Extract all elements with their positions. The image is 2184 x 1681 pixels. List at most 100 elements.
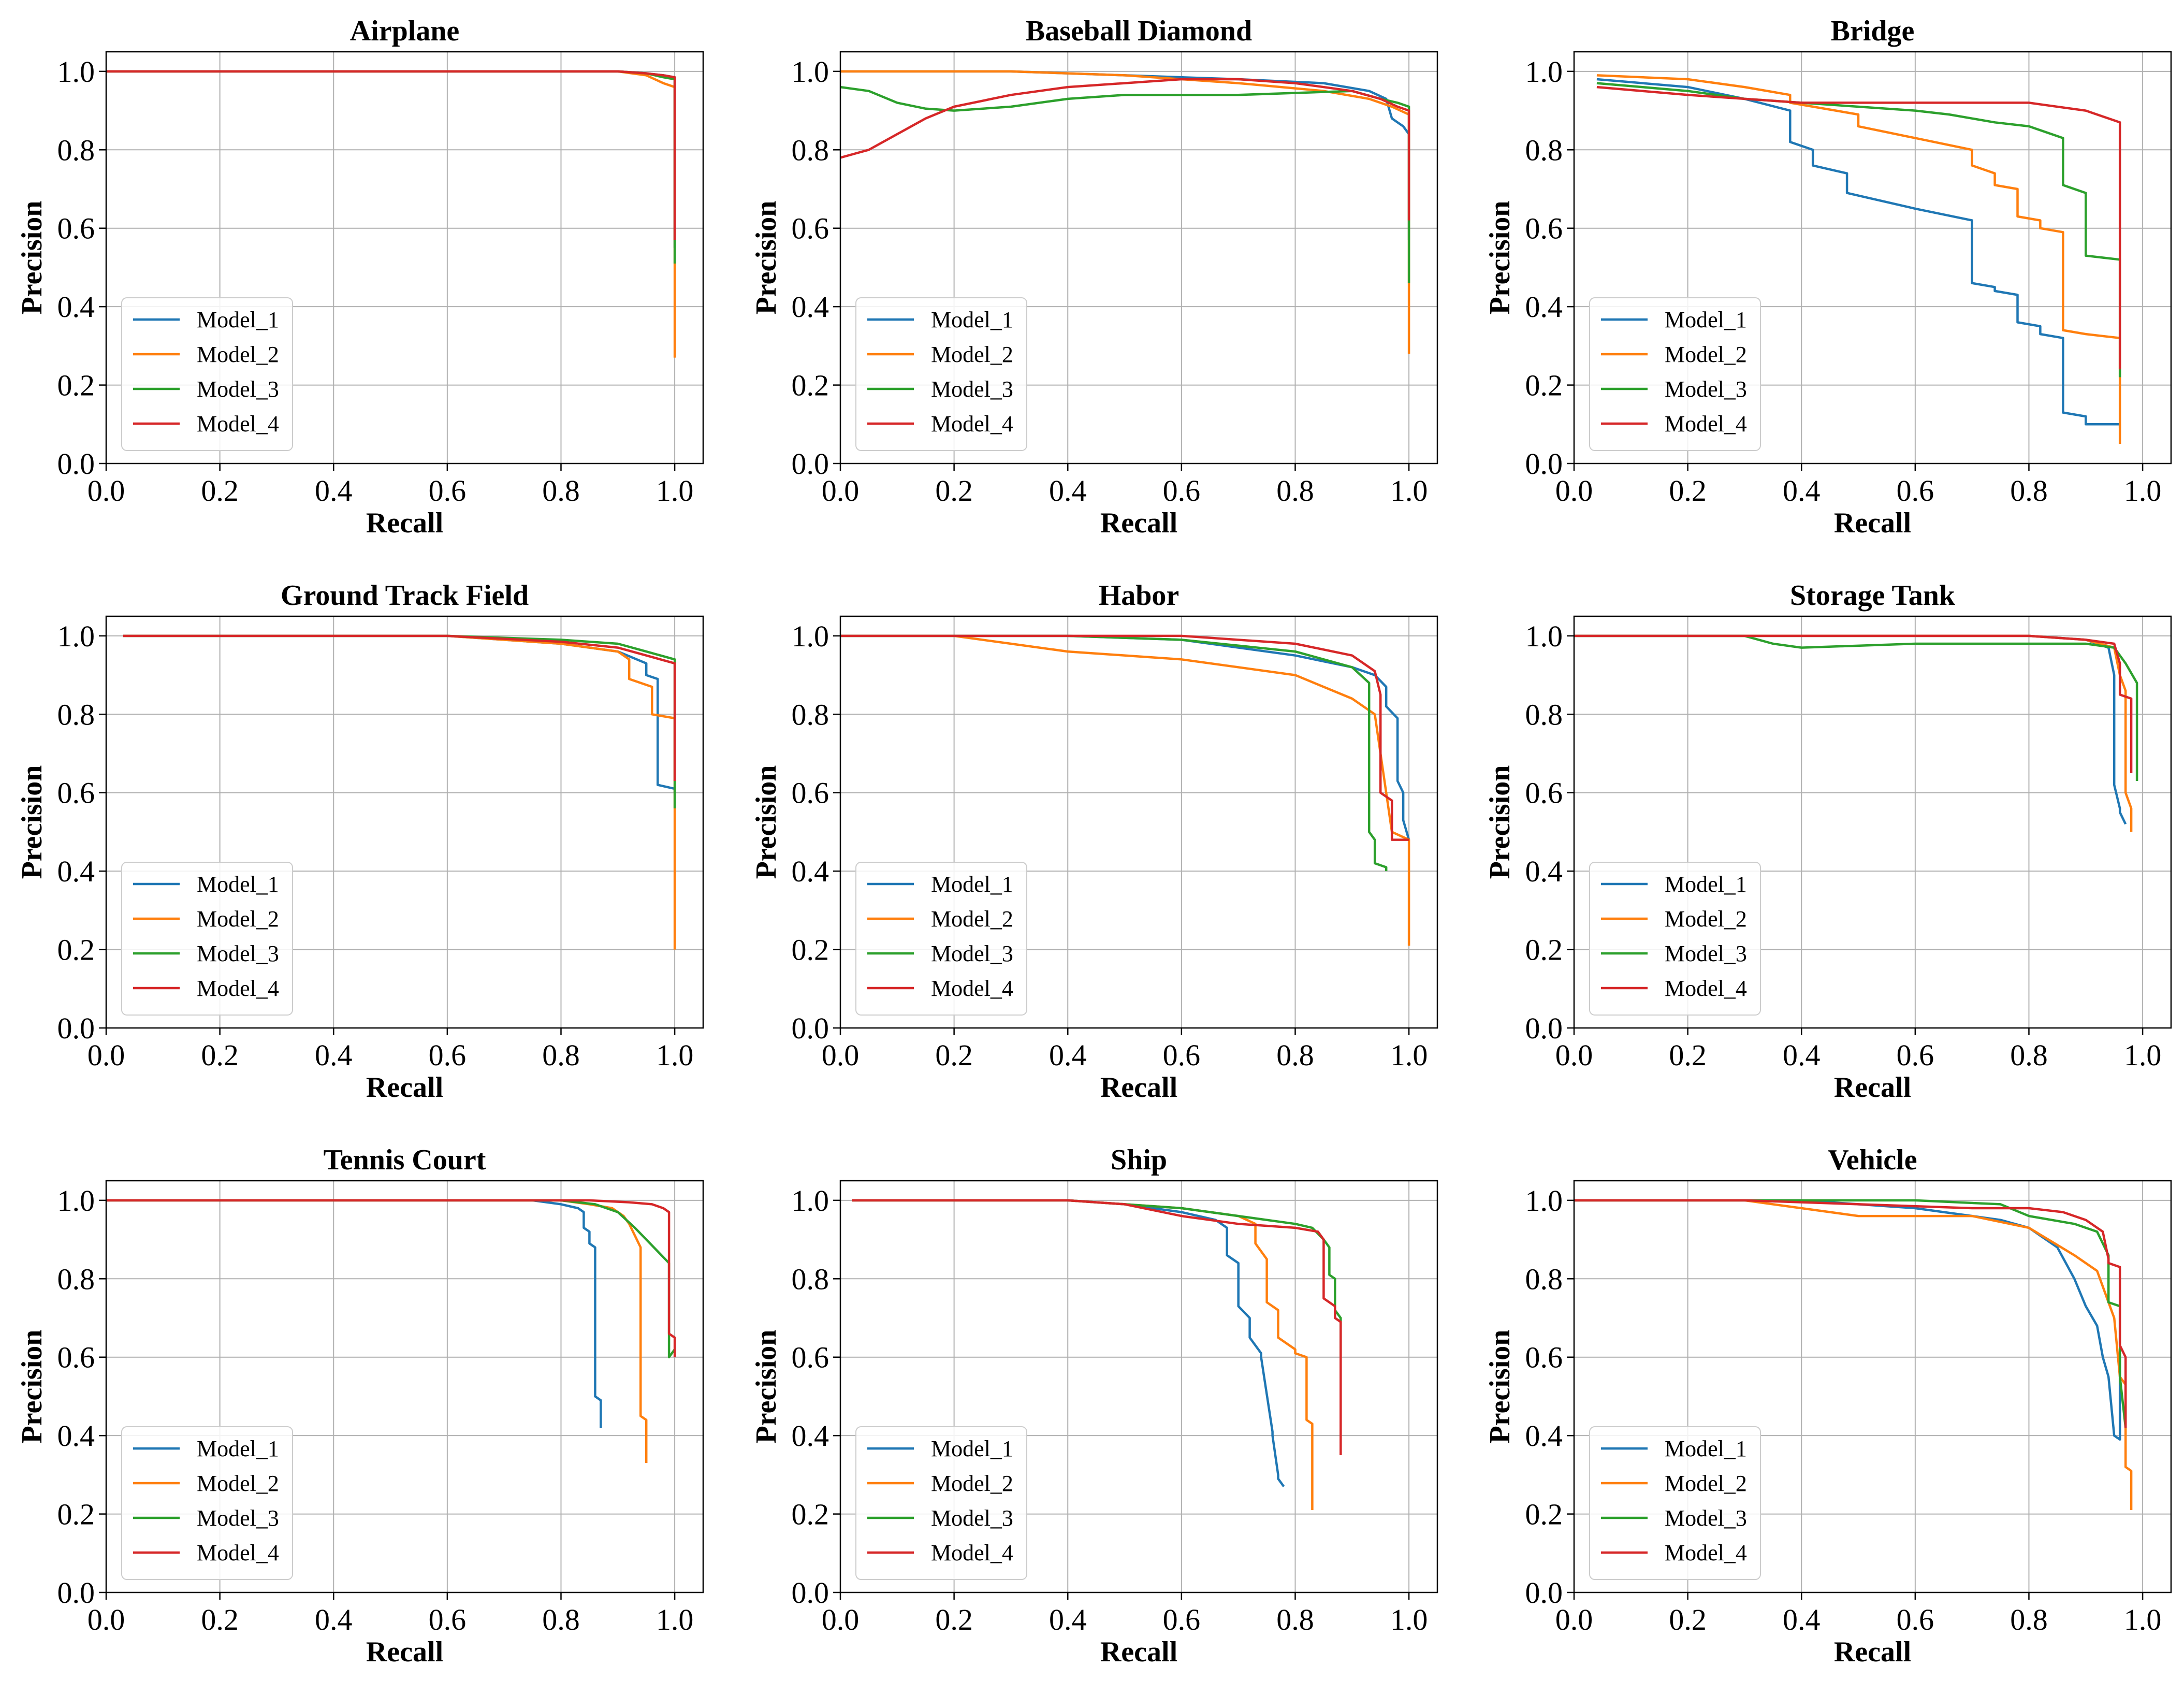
x-tick-label: 1.0 <box>2124 474 2162 508</box>
x-axis-label: Recall <box>1834 1636 1911 1668</box>
x-tick-label: 1.0 <box>1390 474 1428 508</box>
x-tick-label: 0.2 <box>935 1038 973 1072</box>
series-line-model-4 <box>840 634 1409 841</box>
legend-box <box>1589 1426 1761 1580</box>
y-tick-label: 0.8 <box>57 698 95 731</box>
y-tick-label: 0.6 <box>57 776 95 810</box>
legend-label-model-2: Model_2 <box>931 1471 1013 1496</box>
y-tick-label: 0.4 <box>1525 290 1563 324</box>
y-tick-label: 1.0 <box>792 1184 829 1218</box>
series-line-model-3 <box>1574 634 2138 781</box>
series-line-model-4 <box>840 78 1410 221</box>
plot-frame <box>839 615 1438 1029</box>
y-tick-label: 0.2 <box>57 933 95 967</box>
legend-label-model-4: Model_4 <box>931 1540 1013 1566</box>
y-tick-label: 0.0 <box>57 447 95 481</box>
series-line-model-4 <box>106 70 676 240</box>
x-tick-label: 0.6 <box>1897 1038 1934 1072</box>
legend-label-model-4: Model_4 <box>1665 411 1747 437</box>
x-tick-label: 0.8 <box>2010 1603 2048 1636</box>
series-line-model-4 <box>106 1199 676 1357</box>
legend-box <box>1589 862 1761 1016</box>
y-tick-label: 0.6 <box>1525 212 1563 245</box>
series-line-model-1 <box>1596 78 2121 428</box>
x-tick-label: 0.4 <box>315 1038 353 1072</box>
legend-label-model-2: Model_2 <box>931 906 1013 932</box>
legend-box <box>855 297 1027 451</box>
plot-frame <box>1573 1180 2172 1593</box>
x-tick-label: 1.0 <box>656 474 694 508</box>
y-tick-label: 1.0 <box>57 1184 95 1218</box>
legend-label-model-4: Model_4 <box>1665 1540 1747 1566</box>
legend: Model_1 Model_2 Model_3 Model_4 <box>121 297 293 451</box>
x-tick-label: 0.0 <box>88 1038 125 1072</box>
legend-label-model-2: Model_2 <box>1665 906 1747 932</box>
plot-frame <box>839 51 1438 465</box>
y-tick-label: 0.6 <box>792 776 829 810</box>
legend-label-model-2: Model_2 <box>1665 1471 1747 1496</box>
legend-label-model-4: Model_4 <box>197 976 279 1001</box>
chart-airplane: 0.0 0.2 0.4 0.6 0.8 1.0 0.0 0.2 0.4 0.6 0.8 1.0 Airp… <box>16 15 704 539</box>
y-tick-label: 0.4 <box>57 290 95 324</box>
y-tick-label: 0.2 <box>1525 369 1563 402</box>
y-tick-label: 0.2 <box>1525 933 1563 967</box>
legend-label-model-4: Model_4 <box>1665 976 1747 1001</box>
x-tick-label: 1.0 <box>656 1038 694 1072</box>
x-tick-label: 0.4 <box>315 474 353 508</box>
chart-bridge: 0.0 0.2 0.4 0.6 0.8 1.0 0.0 0.2 0.4 0.6 0.8 1.0 Brid… <box>1484 15 2172 539</box>
legend-label-model-4: Model_4 <box>197 411 279 437</box>
legend: Model_1 Model_2 Model_3 Model_4 <box>1589 862 1761 1016</box>
x-tick-label: 0.0 <box>1555 474 1593 508</box>
legend-label-model-2: Model_2 <box>1665 342 1747 367</box>
legend-label-model-3: Model_3 <box>197 1505 279 1531</box>
chart-vehicle: 0.0 0.2 0.4 0.6 0.8 1.0 0.0 0.2 0.4 0.6 0.8 1.0 Vehi… <box>1484 1144 2172 1668</box>
x-tick-label: 0.2 <box>201 474 239 508</box>
x-axis-label: Recall <box>366 1636 443 1668</box>
legend-label-model-2: Model_2 <box>931 342 1013 367</box>
legend: Model_1 Model_2 Model_3 Model_4 <box>121 862 293 1016</box>
series-line-model-4 <box>1596 85 2121 370</box>
legend-label-model-3: Model_3 <box>1665 376 1747 402</box>
x-axis-label: Recall <box>366 507 443 539</box>
x-tick-label: 0.0 <box>1555 1038 1593 1072</box>
x-tick-label: 0.4 <box>315 1603 353 1636</box>
x-tick-label: 0.4 <box>1783 474 1821 508</box>
y-tick-label: 0.4 <box>792 290 829 324</box>
x-tick-label: 0.4 <box>1783 1603 1821 1636</box>
plot-frame <box>105 615 704 1029</box>
y-axis-label: Precision <box>1484 765 1516 879</box>
x-tick-label: 0.2 <box>935 474 973 508</box>
x-tick-label: 0.6 <box>1897 474 1934 508</box>
legend-label-model-2: Model_2 <box>197 1471 279 1496</box>
x-tick-label: 0.2 <box>1669 474 1707 508</box>
x-tick-label: 0.8 <box>2010 1038 2048 1072</box>
legend-box <box>855 1426 1027 1580</box>
x-axis-label: Recall <box>1834 1071 1911 1104</box>
y-tick-label: 0.0 <box>1525 447 1563 481</box>
legend-label-model-3: Model_3 <box>931 376 1013 402</box>
series-line-model-2 <box>1574 634 2133 832</box>
x-tick-label: 0.4 <box>1049 1603 1087 1636</box>
series-line-model-1 <box>840 634 1410 840</box>
series-line-model-4 <box>1574 634 2133 773</box>
y-axis-label: Precision <box>750 765 782 879</box>
plot-frame <box>105 1180 704 1593</box>
y-tick-label: 0.2 <box>57 1498 95 1531</box>
chart-title: Ship <box>1111 1144 1167 1176</box>
series-line-model-3 <box>123 634 676 808</box>
chart-habor: 0.0 0.2 0.4 0.6 0.8 1.0 0.0 0.2 0.4 0.6 0.8 1.0 Habo… <box>750 579 1438 1104</box>
chart-storage-tank: 0.0 0.2 0.4 0.6 0.8 1.0 0.0 0.2 0.4 0.6 0.8 1.0 Stor… <box>1484 579 2172 1104</box>
y-tick-label: 0.8 <box>57 133 95 167</box>
x-tick-label: 1.0 <box>2124 1603 2162 1636</box>
legend-label-model-1: Model_1 <box>197 872 279 897</box>
legend: Model_1 Model_2 Model_3 Model_4 <box>1589 1426 1761 1580</box>
legend: Model_1 Model_2 Model_3 Model_4 <box>855 862 1027 1016</box>
x-tick-label: 0.2 <box>1669 1038 1707 1072</box>
x-axis-label: Recall <box>1100 1636 1177 1668</box>
x-tick-label: 0.0 <box>88 474 125 508</box>
series-line-model-3 <box>1574 1199 2127 1428</box>
legend: Model_1 Model_2 Model_3 Model_4 <box>855 297 1027 451</box>
plot-frame <box>1573 51 2172 465</box>
x-tick-label: 1.0 <box>1390 1603 1428 1636</box>
